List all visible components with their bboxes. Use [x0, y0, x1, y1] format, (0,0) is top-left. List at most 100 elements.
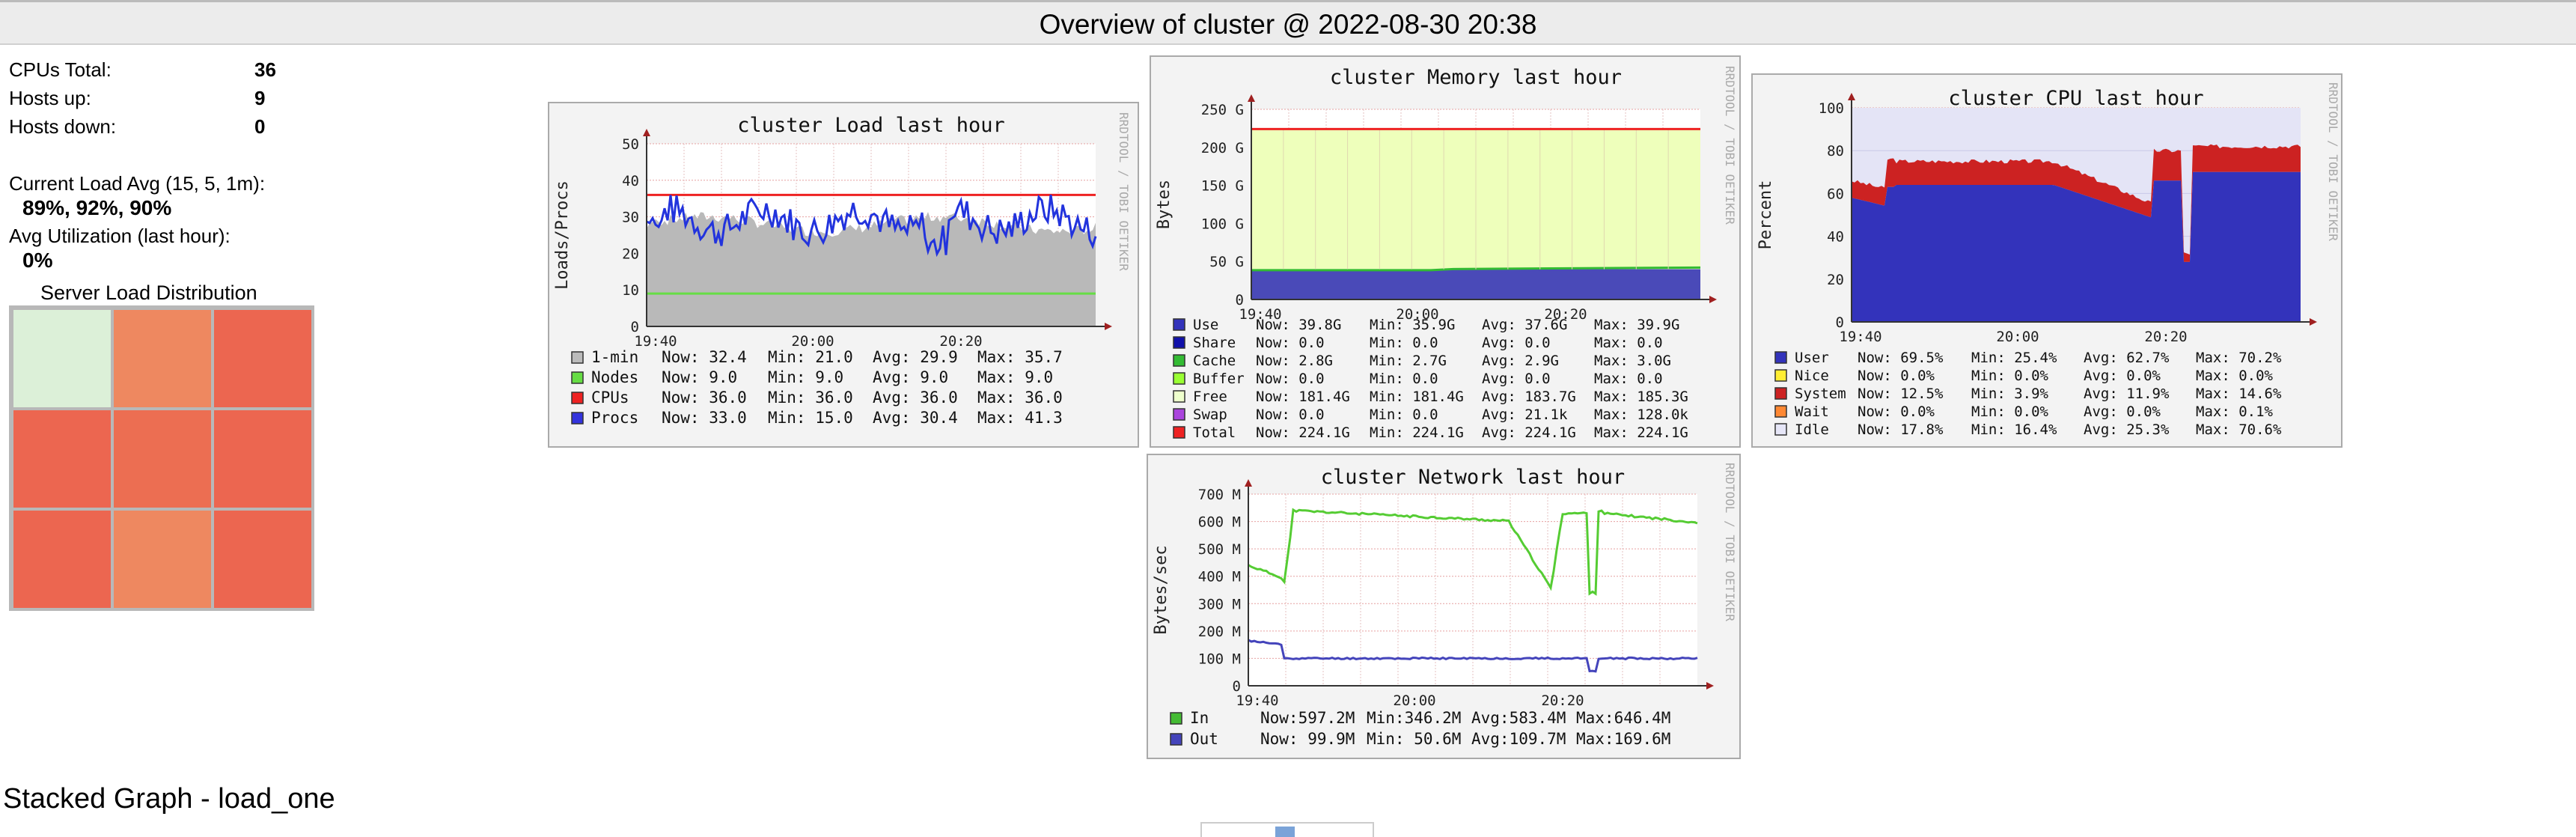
- y-tick-label: 600 M: [1198, 514, 1241, 531]
- load-graph[interactable]: 0 10 20 30 40 50 19:40 20:00 20:20 cluster Load l…: [548, 102, 1139, 448]
- series-use-area: [1251, 269, 1700, 299]
- legend-now: Now: 69.5%: [1858, 350, 1944, 366]
- series-out-line: [1248, 639, 1698, 673]
- legend-name: Idle: [1795, 421, 1829, 438]
- cpus-total-value: 36: [254, 58, 276, 81]
- watermark: RRDTOOL / TOBI OETIKER: [2326, 82, 2340, 241]
- legend-max: Max: 0.0%: [2196, 368, 2274, 384]
- legend-name: Buffer: [1193, 371, 1245, 387]
- axis-arrow: [2310, 318, 2317, 326]
- y-tick-label: 0: [631, 319, 639, 335]
- axis-arrow: [643, 129, 650, 136]
- legend-avg: Avg: 183.7G: [1482, 389, 1576, 405]
- legend-avg: Avg: 2.9G: [1482, 353, 1559, 369]
- legend-max: Max: 185.3G: [1594, 389, 1688, 405]
- heatmap-cell[interactable]: [114, 511, 211, 608]
- legend-min: Min: 9.0: [768, 368, 843, 386]
- util-value: 0%: [22, 249, 53, 272]
- y-tick-label: 400 M: [1198, 569, 1241, 585]
- series-cache-line: [1251, 266, 1701, 272]
- legend-now: Now: 2.8G: [1256, 353, 1333, 369]
- legend-swatch: [1170, 733, 1182, 746]
- y-axis-label: Bytes: [1155, 180, 1173, 229]
- legend-name: User: [1795, 350, 1829, 366]
- legend-max: Max: 0.0: [1594, 335, 1663, 351]
- heatmap-cell[interactable]: [13, 511, 111, 608]
- heatmap-cell[interactable]: [13, 310, 111, 407]
- legend-max: Max: 224.1G: [1594, 424, 1688, 441]
- legend-name: Nice: [1795, 368, 1829, 384]
- load-graph-svg: 0 10 20 30 40 50 19:40 20:00 20:20 cluster Load l…: [553, 112, 1131, 427]
- x-tick-label: 20:20: [1541, 693, 1584, 709]
- legend-swatch: [1173, 318, 1185, 331]
- server-load-heatmap[interactable]: [9, 305, 314, 611]
- legend-swatch: [1774, 423, 1787, 436]
- x-tick-label: 20:00: [1396, 306, 1438, 323]
- legend-min: Min:346.2M: [1367, 709, 1461, 727]
- y-tick-label: 300 M: [1198, 596, 1241, 612]
- legend-avg: Avg: 0.0: [1482, 335, 1551, 351]
- legend-now: Now: 17.8%: [1858, 421, 1944, 438]
- network-graph[interactable]: 0 100 M 200 M 300 M 400 M 500 M 600 M 700 M 19:4…: [1147, 454, 1741, 759]
- cpu-graph[interactable]: 0 20 40 60 80 100 19:40 20:00 20:20 cluster CPU l…: [1751, 73, 2342, 448]
- y-tick-label: 100 M: [1198, 651, 1241, 667]
- watermark: RRDTOOL / TOBI OETIKER: [1723, 66, 1737, 225]
- heatmap-cell[interactable]: [214, 310, 311, 407]
- legend-name: Share: [1193, 335, 1236, 351]
- legend-avg: Avg: 21.1k: [1482, 407, 1568, 423]
- legend-name: Total: [1193, 424, 1236, 441]
- y-tick-label: 40: [622, 173, 639, 189]
- legend-swatch: [1173, 426, 1185, 439]
- x-tick-label: 19:40: [1236, 693, 1278, 709]
- axis-arrow: [1848, 93, 1855, 100]
- legend-now: Now: 0.0: [1256, 335, 1325, 351]
- legend-now: Now: 32.4: [662, 348, 747, 366]
- legend-swatch: [1774, 405, 1787, 418]
- hosts-down-row: Hosts down: 0: [9, 115, 265, 139]
- legend-now: Now: 39.8G: [1256, 317, 1341, 333]
- legend-min: Min: 36.0: [768, 389, 853, 407]
- legend-name: Nodes: [591, 368, 638, 386]
- x-tick-label: 19:40: [1839, 329, 1881, 345]
- legend-max: Max: 41.3: [977, 409, 1063, 427]
- y-tick-label: 250 G: [1201, 102, 1244, 118]
- legend-now: Now: 12.5%: [1858, 386, 1944, 402]
- legend-now: Now: 181.4G: [1256, 389, 1350, 405]
- legend-name: System: [1795, 386, 1846, 402]
- series-in-line: [1248, 508, 1698, 596]
- legend-name: CPUs: [591, 389, 629, 407]
- y-tick-label: 80: [1827, 143, 1844, 159]
- legend-avg: Avg: 9.0: [873, 368, 948, 386]
- util-label: Avg Utilization (last hour):: [9, 225, 231, 247]
- heatmap-cell[interactable]: [114, 310, 211, 407]
- watermark: RRDTOOL / TOBI OETIKER: [1117, 112, 1131, 271]
- legend-swatch: [1173, 408, 1185, 421]
- page-title: Overview of cluster @ 2022-08-30 20:38: [1039, 9, 1537, 40]
- heatmap-cell[interactable]: [13, 410, 111, 508]
- hosts-up-row: Hosts up: 9: [9, 87, 265, 110]
- legend-max: Max: 35.7: [977, 348, 1063, 366]
- stacked-graph-image[interactable]: [1200, 822, 1374, 837]
- hosts-down-label: Hosts down:: [9, 115, 117, 138]
- hosts-down-value: 0: [254, 115, 266, 138]
- legend-name: Out: [1190, 730, 1218, 748]
- legend-avg: Avg: 25.3%: [2084, 421, 2170, 438]
- legend-swatch: [1774, 351, 1787, 364]
- legend-avg: Avg:109.7M: [1471, 730, 1566, 748]
- header-bar: [0, 0, 2576, 45]
- legend-max: Max: 39.9G: [1594, 317, 1679, 333]
- heatmap-cell[interactable]: [214, 511, 311, 608]
- legend-max: Max:169.6M: [1576, 730, 1670, 748]
- memory-graph[interactable]: 0 50 G 100 G 150 G 200 G 250 G 19:40 20:00 20:20…: [1150, 55, 1741, 448]
- stacked-graph-title: Stacked Graph - load_one: [3, 783, 335, 815]
- legend-swatch: [571, 392, 584, 404]
- legend-avg: Avg: 29.9: [873, 348, 958, 366]
- load-avg-label: Current Load Avg (15, 5, 1m):: [9, 172, 266, 195]
- y-axis-label: Loads/Procs: [553, 180, 572, 290]
- x-tick-label: 19:40: [1239, 306, 1281, 323]
- legend-name: Cache: [1193, 353, 1236, 369]
- axis-arrow: [1245, 479, 1252, 487]
- heatmap-cell[interactable]: [214, 410, 311, 508]
- legend-min: Min: 15.0: [768, 409, 853, 427]
- heatmap-cell[interactable]: [114, 410, 211, 508]
